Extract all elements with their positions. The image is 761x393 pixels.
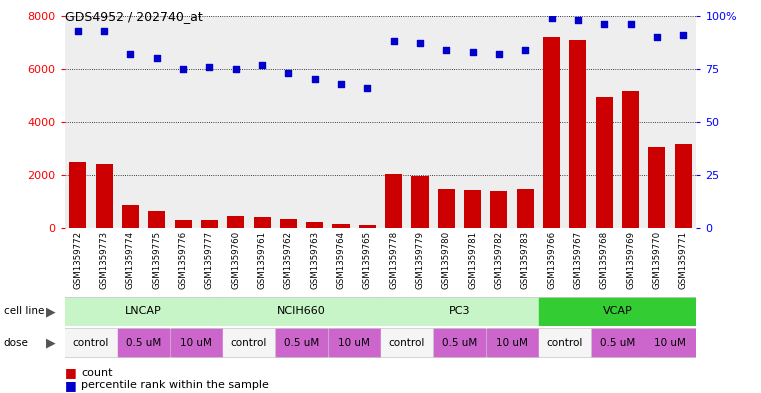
Bar xyxy=(224,329,275,356)
Point xyxy=(440,46,452,53)
Bar xyxy=(596,97,613,228)
Point xyxy=(335,81,347,87)
Bar xyxy=(438,189,455,228)
Point xyxy=(493,51,505,57)
Bar xyxy=(69,162,87,228)
Point xyxy=(387,38,400,44)
Bar xyxy=(148,211,165,228)
Bar xyxy=(228,216,244,228)
Bar xyxy=(381,298,537,325)
Bar xyxy=(381,329,432,356)
Point xyxy=(151,55,163,61)
Text: 0.5 uM: 0.5 uM xyxy=(442,338,477,348)
Text: 10 uM: 10 uM xyxy=(338,338,370,348)
Bar xyxy=(486,329,537,356)
Text: control: control xyxy=(546,338,583,348)
Point xyxy=(361,85,374,91)
Point xyxy=(256,61,268,68)
Bar xyxy=(412,176,428,228)
Text: LNCAP: LNCAP xyxy=(126,307,162,316)
Bar xyxy=(434,329,485,356)
Point xyxy=(72,28,84,34)
Text: dose: dose xyxy=(4,338,29,348)
Point xyxy=(124,51,136,57)
Bar xyxy=(543,37,560,228)
Bar xyxy=(174,220,192,228)
Bar xyxy=(645,329,696,356)
Bar xyxy=(464,190,481,228)
Text: count: count xyxy=(81,367,113,378)
Bar xyxy=(622,91,639,228)
Bar xyxy=(65,329,116,356)
Bar xyxy=(540,329,591,356)
Point xyxy=(519,46,531,53)
Text: 0.5 uM: 0.5 uM xyxy=(600,338,635,348)
Bar xyxy=(592,329,643,356)
Bar xyxy=(253,217,271,228)
Text: control: control xyxy=(389,338,425,348)
Bar xyxy=(276,329,327,356)
Point xyxy=(98,28,110,34)
Point xyxy=(651,34,663,40)
Bar xyxy=(385,174,403,228)
Bar xyxy=(674,144,692,228)
Point xyxy=(414,40,426,46)
Point xyxy=(677,32,689,38)
Text: 10 uM: 10 uM xyxy=(654,338,686,348)
Text: GDS4952 / 202740_at: GDS4952 / 202740_at xyxy=(65,10,202,23)
Bar xyxy=(201,220,218,228)
Text: ■: ■ xyxy=(65,366,76,379)
Text: ▶: ▶ xyxy=(46,336,56,349)
Text: 0.5 uM: 0.5 uM xyxy=(126,338,161,348)
Point xyxy=(203,64,215,70)
Text: control: control xyxy=(73,338,109,348)
Bar xyxy=(65,298,221,325)
Bar xyxy=(358,225,376,228)
Bar xyxy=(329,329,380,356)
Bar xyxy=(118,329,169,356)
Bar xyxy=(306,222,323,228)
Text: NCIH660: NCIH660 xyxy=(277,307,326,316)
Point xyxy=(309,76,321,83)
Bar xyxy=(490,191,508,228)
Text: ▶: ▶ xyxy=(46,305,56,318)
Point xyxy=(282,70,295,76)
Text: 10 uM: 10 uM xyxy=(496,338,528,348)
Text: 0.5 uM: 0.5 uM xyxy=(284,338,319,348)
Bar xyxy=(224,298,380,325)
Point xyxy=(230,66,242,72)
Point xyxy=(177,66,189,72)
Point xyxy=(625,21,637,28)
Text: percentile rank within the sample: percentile rank within the sample xyxy=(81,380,269,390)
Point xyxy=(598,21,610,28)
Bar xyxy=(540,298,696,325)
Bar xyxy=(170,329,221,356)
Text: PC3: PC3 xyxy=(449,307,470,316)
Text: control: control xyxy=(231,338,267,348)
Bar xyxy=(517,189,533,228)
Text: VCAP: VCAP xyxy=(603,307,632,316)
Text: ■: ■ xyxy=(65,378,76,392)
Bar xyxy=(648,147,665,228)
Bar xyxy=(96,164,113,228)
Bar xyxy=(569,40,587,228)
Bar xyxy=(122,206,139,228)
Point xyxy=(572,17,584,23)
Bar xyxy=(280,219,297,228)
Point xyxy=(546,15,558,21)
Bar xyxy=(333,224,349,228)
Point xyxy=(466,49,479,55)
Text: cell line: cell line xyxy=(4,307,44,316)
Text: 10 uM: 10 uM xyxy=(180,338,212,348)
